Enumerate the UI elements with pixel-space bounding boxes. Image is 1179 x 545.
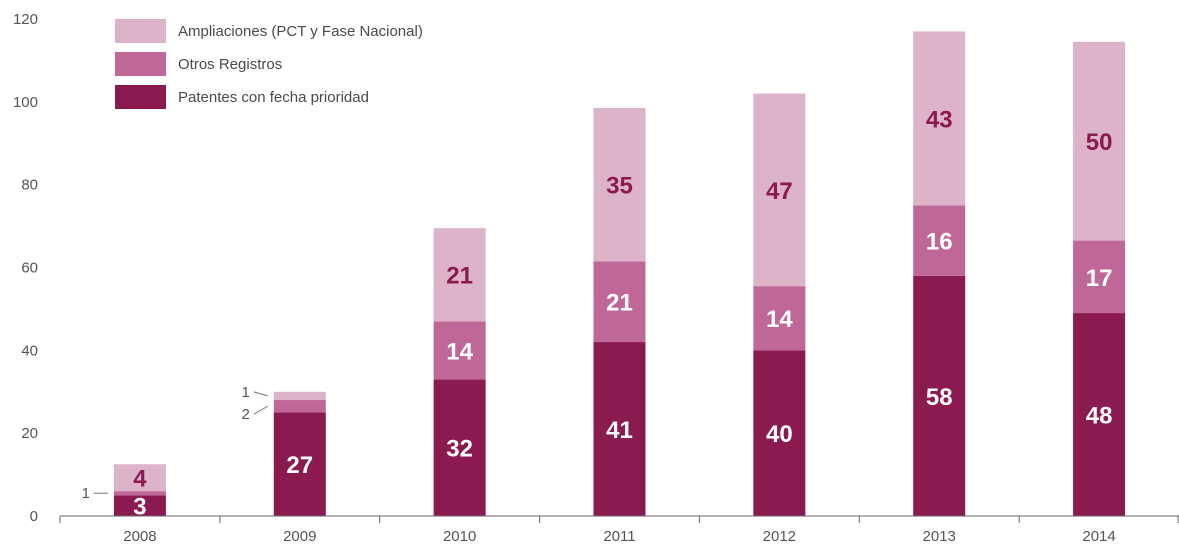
data-label: 1 xyxy=(82,485,90,502)
bar-group-2010: 32 14 21 xyxy=(433,228,486,516)
legend-label: Patentes con fecha prioridad xyxy=(178,89,369,106)
y-tick-label: 100 xyxy=(13,94,38,111)
bar-segment xyxy=(1073,41,1126,241)
legend-swatch xyxy=(115,19,166,43)
bar-segment xyxy=(753,93,806,287)
bar-group-2013: 58 16 43 xyxy=(913,31,966,516)
x-tick-label: 2009 xyxy=(283,528,316,545)
leader-line xyxy=(253,405,269,415)
data-label: 16 xyxy=(926,229,953,256)
x-tick-label: 2014 xyxy=(1082,528,1115,545)
x-tick-label: 2011 xyxy=(603,528,635,545)
bar-segment xyxy=(433,379,486,516)
bar-group-2011: 41 21 35 xyxy=(593,108,646,516)
data-label: 41 xyxy=(606,417,633,444)
bar-group-2008: 3 1 4 xyxy=(82,464,166,521)
bar-segment xyxy=(113,464,166,492)
y-tick-label: 20 xyxy=(21,425,38,442)
data-label: 50 xyxy=(1086,129,1113,156)
data-label: 58 xyxy=(926,384,953,411)
data-label: 2 xyxy=(241,406,249,423)
legend: Ampliaciones (PCT y Fase Nacional) Otros … xyxy=(115,19,423,109)
bar-group-2012: 40 14 47 xyxy=(753,93,806,516)
y-tick-label: 120 xyxy=(13,11,38,28)
bar-segment xyxy=(273,400,326,413)
bar-segment xyxy=(753,286,806,351)
bar-group-2009: 27 2 1 xyxy=(241,384,326,516)
bar-segment xyxy=(273,391,326,401)
x-axis-ticks: 2008 2009 2010 2011 2012 2013 2014 xyxy=(123,528,1116,545)
bar-segment xyxy=(113,495,166,516)
x-tick-label: 2008 xyxy=(123,528,156,545)
bar-segment xyxy=(753,350,806,516)
bar-segment xyxy=(273,412,326,516)
bar-segment xyxy=(1073,313,1126,516)
data-label: 21 xyxy=(446,263,473,290)
legend-label: Ampliaciones (PCT y Fase Nacional) xyxy=(178,23,423,40)
data-label: 43 xyxy=(926,106,953,133)
bar-segment xyxy=(913,205,966,276)
x-axis xyxy=(59,515,1179,523)
x-tick-label: 2010 xyxy=(443,528,476,545)
y-tick-label: 40 xyxy=(21,342,38,359)
y-tick-label: 60 xyxy=(21,260,38,277)
y-axis-ticks: 0 20 40 60 80 100 120 xyxy=(13,11,38,525)
data-label: 48 xyxy=(1086,403,1113,430)
legend-label: Otros Registros xyxy=(178,56,282,73)
x-tick-label: 2013 xyxy=(923,528,956,545)
data-label: 17 xyxy=(1086,265,1113,292)
data-label: 21 xyxy=(606,290,633,317)
data-label: 47 xyxy=(766,178,793,205)
data-label: 4 xyxy=(133,466,147,493)
legend-item: Otros Registros xyxy=(115,52,282,76)
bar-segment xyxy=(593,261,646,343)
bar-segment xyxy=(593,342,646,516)
bar-group-2014: 48 17 50 xyxy=(1073,41,1126,516)
data-label: 40 xyxy=(766,421,793,448)
bar-segment xyxy=(913,31,966,206)
data-label: 14 xyxy=(766,306,793,333)
data-label: 14 xyxy=(446,338,473,365)
data-label: 1 xyxy=(241,384,249,401)
y-tick-label: 80 xyxy=(21,177,38,194)
x-tick-label: 2012 xyxy=(763,528,796,545)
legend-swatch xyxy=(115,85,166,109)
bar-segment xyxy=(593,108,646,262)
bar-segment xyxy=(433,228,486,322)
bar-segment xyxy=(913,275,966,516)
legend-swatch xyxy=(115,52,166,76)
legend-item: Ampliaciones (PCT y Fase Nacional) xyxy=(115,19,423,43)
legend-item: Patentes con fecha prioridad xyxy=(115,85,369,109)
bar-segment xyxy=(433,321,486,380)
data-label: 3 xyxy=(133,494,146,521)
data-label: 32 xyxy=(446,436,473,463)
leader-line xyxy=(253,391,268,397)
bar-segment xyxy=(1073,240,1126,314)
y-tick-label: 0 xyxy=(30,508,38,525)
data-label: 35 xyxy=(606,173,633,200)
data-label: 27 xyxy=(286,452,313,479)
bar-segment xyxy=(113,491,166,496)
